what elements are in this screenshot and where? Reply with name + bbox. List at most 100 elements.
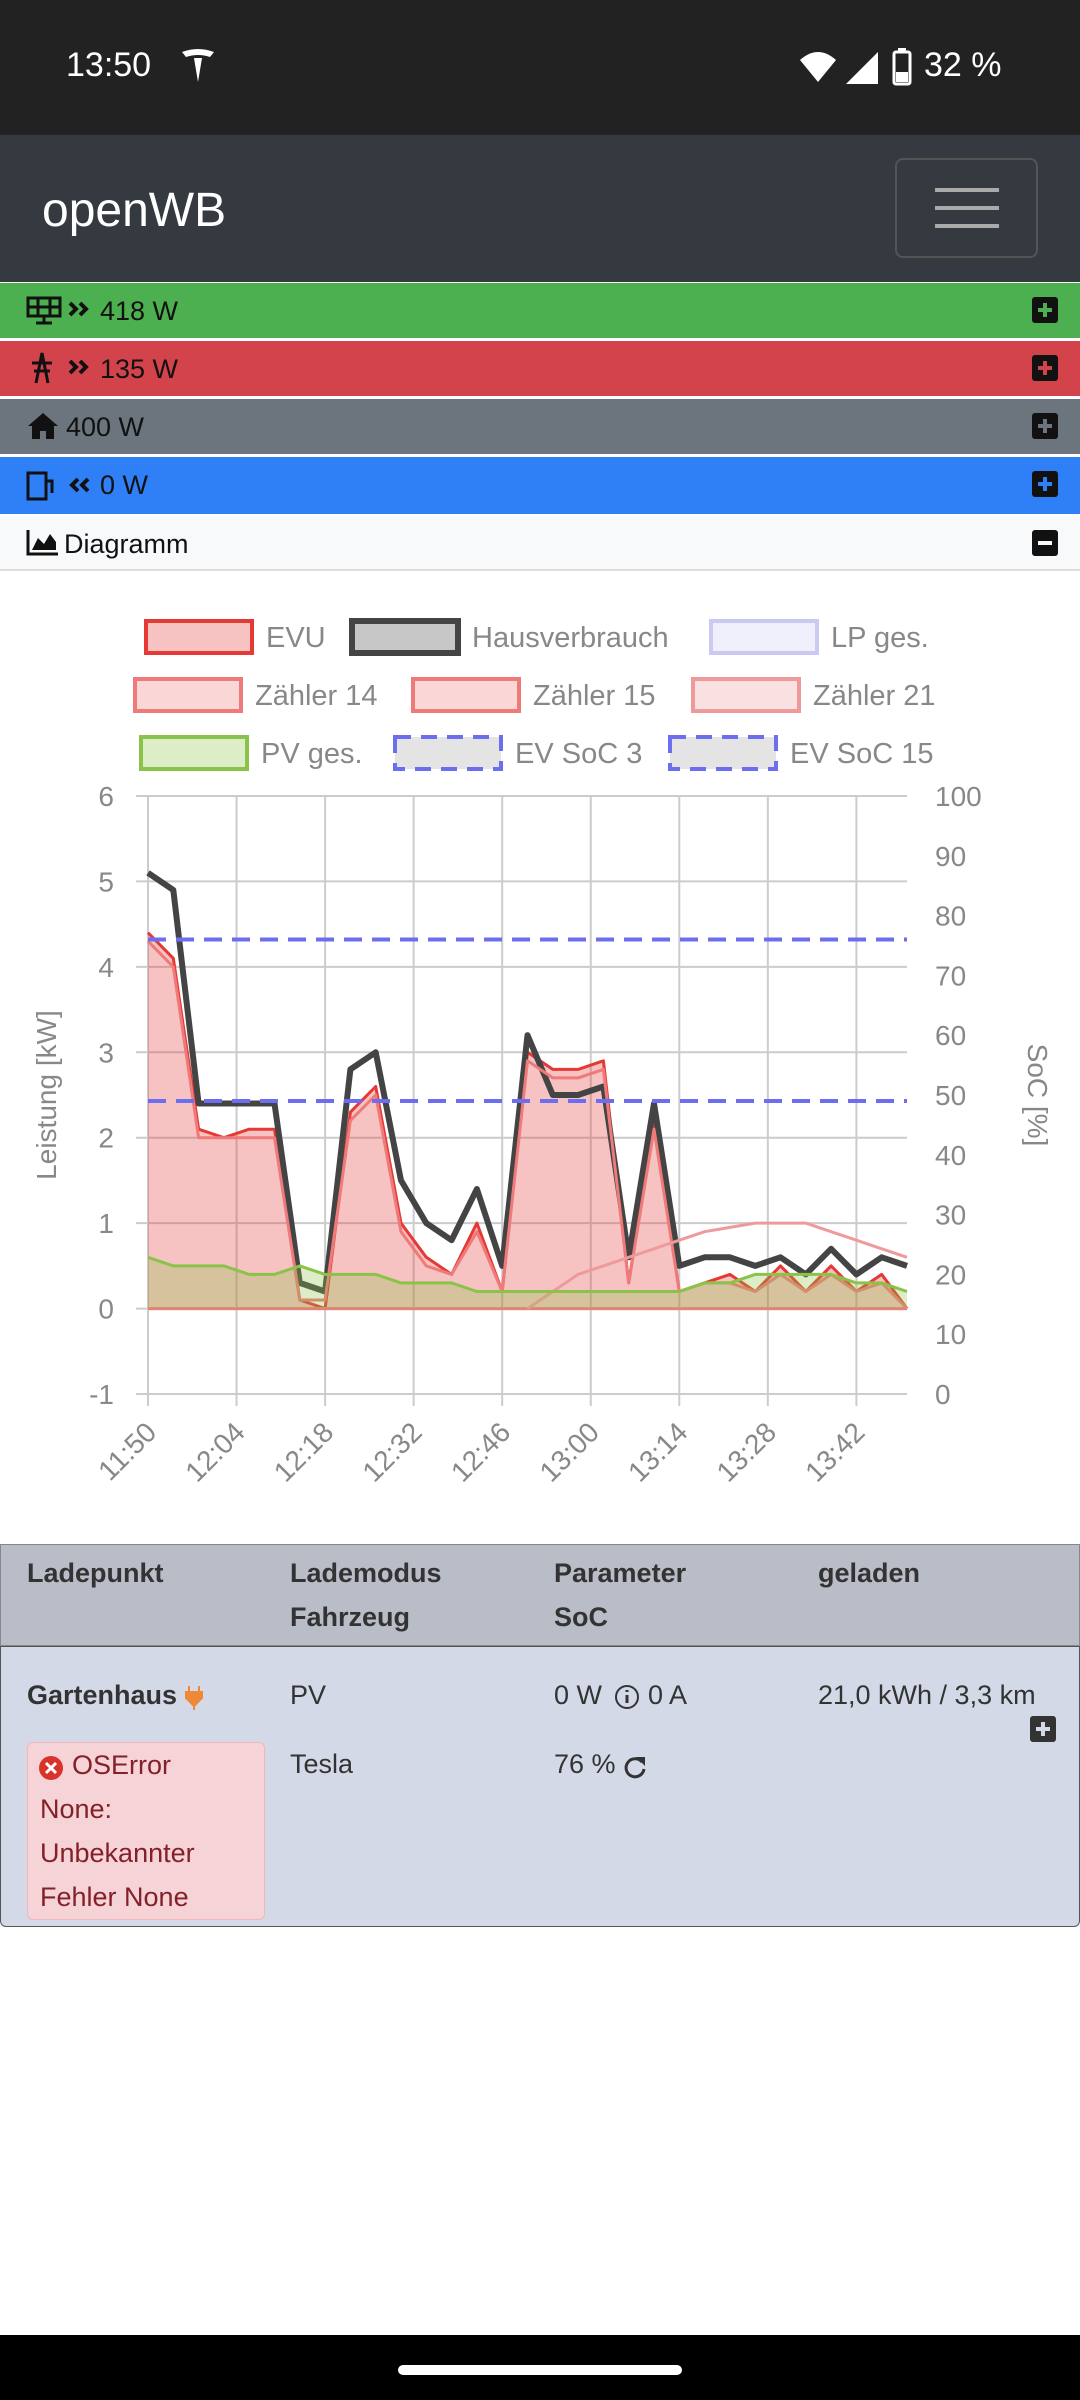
x-tick-label: 12:32 bbox=[356, 1416, 427, 1487]
battery-level: 32 % bbox=[924, 46, 1002, 84]
y-axis-label: Leistung [kW] bbox=[31, 1010, 62, 1180]
diagram-title: Diagramm bbox=[64, 529, 189, 559]
y-tick-label: 3 bbox=[98, 1037, 114, 1068]
error-text: Unbekannter bbox=[40, 1838, 195, 1868]
legend-swatch bbox=[144, 619, 254, 655]
battery-icon bbox=[892, 48, 912, 86]
expand-button[interactable] bbox=[1032, 413, 1058, 439]
legend-label: Zähler 21 bbox=[813, 680, 936, 712]
y2-tick-label: 80 bbox=[935, 901, 966, 932]
tesla-icon bbox=[182, 49, 214, 82]
x-tick-label: 12:18 bbox=[268, 1416, 339, 1487]
charge-mode: PV bbox=[290, 1680, 327, 1710]
y-tick-label: 1 bbox=[98, 1208, 114, 1239]
legend-swatch bbox=[349, 618, 461, 656]
collapse-button[interactable] bbox=[1032, 530, 1058, 556]
y-tick-label: 4 bbox=[98, 952, 114, 983]
vehicle: Tesla bbox=[290, 1749, 354, 1779]
legend-swatch bbox=[691, 677, 801, 713]
house-power: 400 W bbox=[66, 412, 145, 442]
area bbox=[148, 1257, 907, 1309]
y2-tick-label: 10 bbox=[935, 1319, 966, 1350]
diagram-row[interactable]: Diagramm bbox=[0, 516, 1080, 571]
house-icon bbox=[28, 413, 58, 439]
legend-swatch bbox=[133, 677, 243, 713]
grid-power: 135 W bbox=[100, 354, 179, 384]
legend-label: LP ges. bbox=[831, 622, 929, 654]
error-text: OSError bbox=[72, 1750, 172, 1780]
header-cell: Lademodus bbox=[290, 1558, 442, 1588]
chart: Leistung [kW] SoC [%] -1 0 1 2 3 4 5 60 10 20 30 40… bbox=[31, 618, 1053, 1488]
table-header bbox=[0, 1544, 1080, 1646]
system-nav-bar bbox=[0, 2335, 1080, 2400]
x-tick-label: 13:00 bbox=[534, 1416, 605, 1487]
navbar: openWB bbox=[0, 135, 1080, 282]
home-indicator[interactable] bbox=[398, 2365, 682, 2375]
legend-label: Zähler 15 bbox=[533, 680, 656, 712]
legend-label: PV ges. bbox=[261, 738, 363, 770]
legend-label: Zähler 14 bbox=[255, 680, 378, 712]
charge-icon bbox=[26, 471, 90, 501]
expand-button[interactable] bbox=[1032, 297, 1058, 323]
pv-power: 418 W bbox=[100, 296, 179, 326]
legend-label: Hausverbrauch bbox=[472, 622, 669, 654]
legend-label: EVU bbox=[266, 622, 326, 654]
chart-icon bbox=[26, 530, 58, 556]
x-tick-label: 11:50 bbox=[92, 1416, 162, 1486]
legend-swatch bbox=[393, 735, 503, 771]
header-cell: Ladepunkt bbox=[27, 1558, 164, 1588]
house-row[interactable]: 400 W bbox=[0, 399, 1080, 454]
expand-button[interactable] bbox=[1032, 471, 1058, 497]
legend-swatch bbox=[411, 677, 521, 713]
grid-row[interactable]: 135 W bbox=[0, 341, 1080, 396]
line bbox=[526, 1221, 908, 1310]
line bbox=[146, 870, 908, 1295]
expand-button[interactable] bbox=[1032, 355, 1058, 381]
expand-button[interactable] bbox=[1030, 1716, 1056, 1742]
y2-axis-label: SoC [%] bbox=[1022, 1044, 1053, 1147]
y-tick-label: 2 bbox=[98, 1123, 114, 1154]
area bbox=[148, 932, 907, 1309]
y2-tick-label: 60 bbox=[935, 1020, 966, 1051]
menu-button[interactable] bbox=[895, 158, 1038, 258]
x-tick-label: 13:42 bbox=[799, 1416, 870, 1487]
status-bar: 13:50 32 % bbox=[0, 0, 1080, 135]
error-box: OSError None: Unbekannter Fehler None bbox=[27, 1742, 265, 1920]
grid-icon bbox=[32, 352, 89, 384]
y2-tick-label: 50 bbox=[935, 1080, 966, 1111]
charged-energy: 21,0 kWh / 3,3 km bbox=[818, 1680, 1036, 1710]
y2-tick-label: 30 bbox=[935, 1200, 966, 1231]
line bbox=[147, 1255, 908, 1293]
legend-swatch bbox=[709, 619, 819, 655]
error-text: Fehler None bbox=[40, 1882, 189, 1912]
charge-point-name[interactable]: Gartenhaus bbox=[27, 1680, 178, 1710]
x-tick-label: 12:04 bbox=[179, 1416, 250, 1487]
x-tick-label: 13:14 bbox=[622, 1416, 693, 1487]
y-tick-label: 0 bbox=[98, 1294, 114, 1325]
header-cell: SoC bbox=[554, 1602, 608, 1632]
pv-icon bbox=[26, 296, 89, 325]
error-text: None: bbox=[40, 1794, 113, 1824]
charge-row[interactable]: 0 W bbox=[0, 457, 1080, 514]
x-tick-label: 13:28 bbox=[711, 1416, 782, 1487]
signal-icons bbox=[800, 52, 878, 84]
y-tick-label: -1 bbox=[89, 1379, 114, 1410]
plug-icon bbox=[185, 1686, 203, 1710]
y2-tick-label: 40 bbox=[935, 1140, 966, 1171]
info-icon bbox=[615, 1685, 639, 1709]
y-tick-label: 6 bbox=[98, 781, 114, 812]
legend-swatch bbox=[668, 735, 778, 771]
y2-tick-label: 100 bbox=[935, 781, 982, 812]
y-tick-label: 5 bbox=[98, 866, 114, 897]
pv-row[interactable]: 418 W bbox=[0, 283, 1080, 338]
y2-tick-label: 20 bbox=[935, 1259, 966, 1290]
app-title[interactable]: openWB bbox=[42, 184, 227, 237]
refresh-icon[interactable] bbox=[622, 1754, 648, 1780]
charge-power: 0 W bbox=[100, 470, 149, 500]
x-tick-label: 12:46 bbox=[445, 1416, 516, 1487]
legend-label: EV SoC 3 bbox=[515, 738, 642, 770]
soc: 76 % bbox=[554, 1749, 616, 1779]
charge-point-table: Ladepunkt Lademodus Fahrzeug Parameter S… bbox=[0, 1544, 1080, 1927]
header-cell: Fahrzeug bbox=[290, 1602, 411, 1632]
